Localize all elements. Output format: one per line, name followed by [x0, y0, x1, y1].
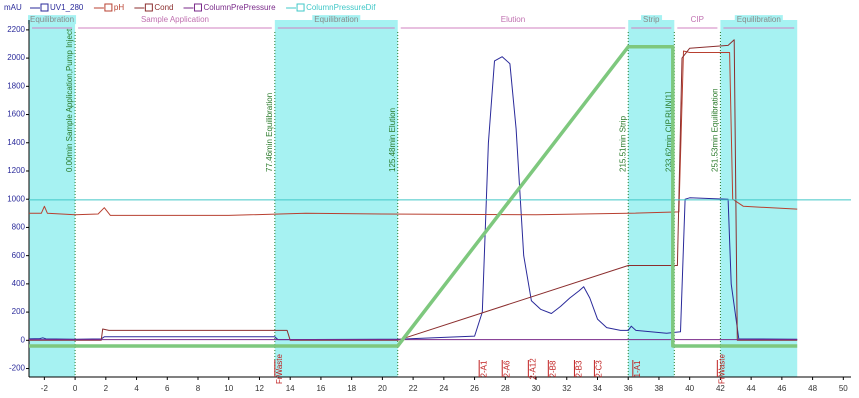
legend-label: ColumnPrePressure — [203, 3, 276, 12]
x-tick-label: 12 — [255, 384, 264, 393]
legend-label: UV1_280 — [50, 3, 84, 12]
phase-label-bg — [641, 15, 663, 25]
phase-label: Equilibration — [314, 15, 358, 24]
x-tick-label: 14 — [286, 384, 295, 393]
x-tick-label: 2 — [104, 384, 109, 393]
legend-label: pH — [114, 3, 124, 12]
x-tick-label: 42 — [716, 384, 725, 393]
x-tick-label: 10 — [224, 384, 233, 393]
phase-label: Strip — [643, 15, 660, 24]
x-tick-label: 16 — [316, 384, 325, 393]
x-tick-label: 30 — [532, 384, 541, 393]
y-tick-label: 2200 — [7, 25, 25, 34]
y-tick-label: 1800 — [7, 81, 25, 90]
x-tick-label: 28 — [501, 384, 510, 393]
x-tick-label: 48 — [808, 384, 817, 393]
phase-label-bg — [498, 15, 528, 25]
y-axis-label: mAU — [4, 3, 22, 12]
fraction-label: 1-A1 — [633, 360, 642, 377]
y-tick-label: 1400 — [7, 138, 25, 147]
phase-label-bg — [688, 15, 707, 25]
x-tick-label: 34 — [593, 384, 602, 393]
y-tick-label: -200 — [9, 364, 26, 373]
phase-label-bg — [734, 15, 783, 25]
event-label: 251.53min Equilibration — [711, 88, 720, 172]
legend-swatch — [40, 3, 49, 12]
phase-label-bg — [138, 15, 211, 25]
fraction-label: 2-A1 — [479, 360, 488, 377]
y-tick-label: 600 — [12, 251, 26, 260]
fraction-label: 2-A6 — [502, 360, 511, 377]
x-tick-label: 20 — [378, 384, 387, 393]
y-tick-label: 1600 — [7, 110, 25, 119]
fraction-label: 2-A12 — [528, 358, 537, 380]
phase-label: Equilibration — [30, 15, 74, 24]
series-line — [29, 45, 798, 348]
phase-label-bg — [312, 15, 361, 25]
phase-label: CIP — [691, 15, 704, 24]
series-line — [29, 39, 798, 341]
fraction-label: 2-C3 — [595, 360, 604, 378]
y-tick-label: 1200 — [7, 166, 25, 175]
x-tick-label: 4 — [134, 384, 139, 393]
event-label: 215.51min Strip — [618, 115, 627, 172]
y-tick-label: 0 — [21, 335, 26, 344]
x-tick-label: 26 — [470, 384, 479, 393]
x-tick-label: 50 — [839, 384, 848, 393]
y-tick-label: 2000 — [7, 53, 25, 62]
event-label: 77.46min Equilibration — [265, 93, 274, 172]
x-tick-label: 24 — [439, 384, 448, 393]
legend-label: Cond — [154, 3, 173, 12]
fraction-label: 2-B3 — [575, 360, 584, 377]
phase-block — [29, 20, 76, 377]
phase-label: Elution — [501, 15, 525, 24]
y-tick-label: 400 — [12, 279, 26, 288]
event-label: 0.00min Sample Application,Pump Inject — [65, 28, 74, 172]
y-tick-label: 1000 — [7, 194, 25, 203]
phase-block — [274, 20, 398, 377]
y-tick-label: 800 — [12, 223, 26, 232]
x-tick-label: 6 — [165, 384, 170, 393]
phase-label: Sample Application — [141, 15, 209, 24]
phase-label: Equilibration — [737, 15, 781, 24]
fraction-label: FrWaste — [717, 353, 726, 383]
phase-block — [720, 20, 798, 377]
legend-swatch — [193, 3, 202, 12]
phase-block — [628, 20, 675, 377]
legend-swatch — [296, 3, 305, 12]
x-tick-label: 38 — [654, 384, 663, 393]
x-tick-label: 32 — [562, 384, 571, 393]
legend-swatch — [144, 3, 153, 12]
x-tick-label: 36 — [624, 384, 633, 393]
event-label: 125.48min Elution — [388, 108, 397, 172]
legend-swatch — [104, 3, 113, 12]
x-tick-label: 0 — [73, 384, 78, 393]
x-tick-label: 40 — [685, 384, 694, 393]
fraction-label: 2-B8 — [548, 360, 557, 377]
phase-label-bg — [28, 15, 77, 25]
x-tick-label: 8 — [196, 384, 201, 393]
y-tick-label: 200 — [12, 307, 26, 316]
x-tick-label: -2 — [41, 384, 49, 393]
x-tick-label: 44 — [747, 384, 756, 393]
series-line — [29, 50, 798, 216]
x-tick-label: 18 — [347, 384, 356, 393]
legend-label: ColumnPressureDif — [306, 3, 376, 12]
x-tick-label: 46 — [777, 384, 786, 393]
event-label: 233.62min CIP.RUN[1] — [664, 92, 673, 172]
x-tick-label: 22 — [409, 384, 418, 393]
fraction-label: FrWaste — [275, 353, 284, 383]
